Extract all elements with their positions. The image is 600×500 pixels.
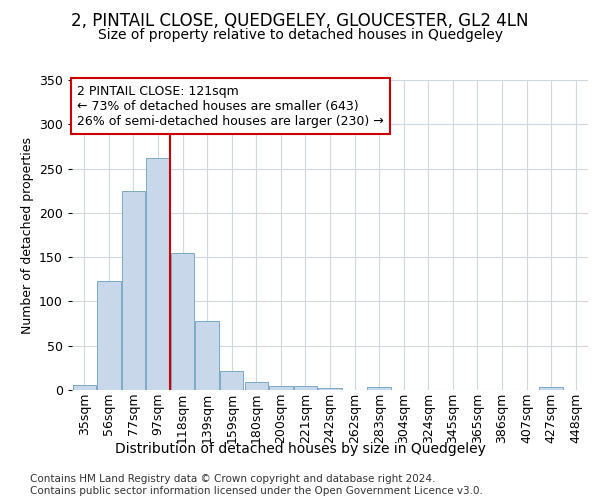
Y-axis label: Number of detached properties: Number of detached properties [20, 136, 34, 334]
Text: Distribution of detached houses by size in Quedgeley: Distribution of detached houses by size … [115, 442, 485, 456]
Bar [367, 388, 391, 390]
Bar [220, 372, 244, 390]
Bar [196, 321, 219, 390]
Bar [269, 386, 293, 390]
Text: Size of property relative to detached houses in Quedgeley: Size of property relative to detached ho… [97, 28, 503, 42]
Bar [245, 382, 268, 390]
Text: 2 PINTAIL CLOSE: 121sqm
← 73% of detached houses are smaller (643)
26% of semi-d: 2 PINTAIL CLOSE: 121sqm ← 73% of detache… [77, 84, 384, 128]
Bar [146, 158, 170, 390]
Bar [171, 252, 194, 390]
Bar [294, 386, 317, 390]
Bar [539, 388, 563, 390]
Bar [122, 190, 145, 390]
Bar [73, 384, 96, 390]
Text: Contains public sector information licensed under the Open Government Licence v3: Contains public sector information licen… [30, 486, 483, 496]
Text: Contains HM Land Registry data © Crown copyright and database right 2024.: Contains HM Land Registry data © Crown c… [30, 474, 436, 484]
Bar [97, 281, 121, 390]
Text: 2, PINTAIL CLOSE, QUEDGELEY, GLOUCESTER, GL2 4LN: 2, PINTAIL CLOSE, QUEDGELEY, GLOUCESTER,… [71, 12, 529, 30]
Bar [319, 388, 341, 390]
